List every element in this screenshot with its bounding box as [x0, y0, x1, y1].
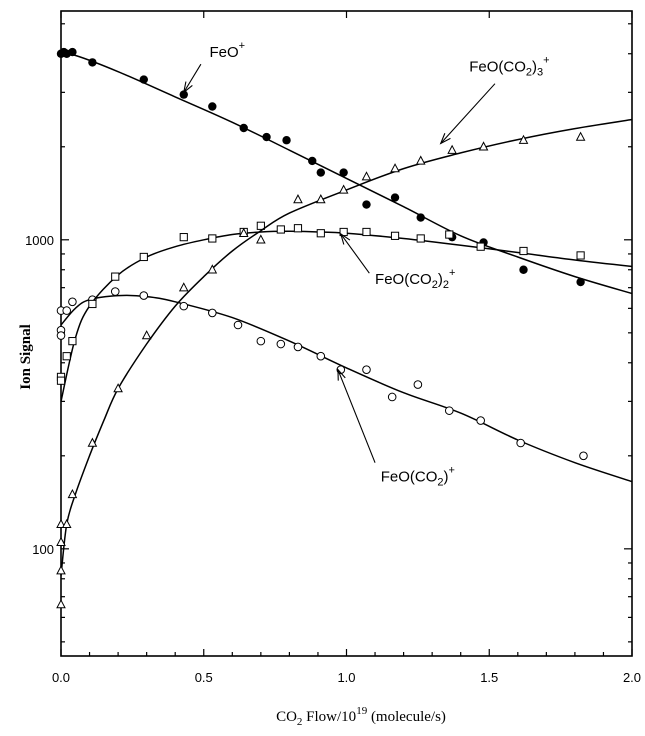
- data-point: [417, 157, 425, 165]
- data-point: [362, 172, 370, 180]
- annotation-arrowhead: [184, 82, 193, 93]
- data-point: [140, 253, 147, 260]
- data-point: [234, 321, 242, 329]
- data-point: [63, 520, 71, 528]
- data-point: [111, 288, 119, 296]
- data-point: [446, 231, 453, 238]
- data-point: [580, 452, 588, 460]
- data-point: [57, 332, 65, 340]
- y-axis-label: Ion Signal: [18, 324, 34, 389]
- data-point: [294, 225, 301, 232]
- data-point: [257, 337, 265, 345]
- data-point: [417, 235, 424, 242]
- annotation-arrow: [441, 84, 495, 144]
- data-point: [180, 283, 188, 291]
- x-tick-label: 1.5: [480, 670, 498, 685]
- data-point: [519, 266, 527, 274]
- data-point: [88, 58, 96, 66]
- data-point: [140, 292, 148, 300]
- annotation-label: FeO(CO2)+: [381, 465, 455, 489]
- annotation-label: FeO+: [209, 40, 245, 61]
- data-point: [209, 235, 216, 242]
- data-point: [57, 600, 65, 608]
- data-point: [277, 340, 285, 348]
- data-point: [577, 252, 584, 259]
- data-point: [180, 234, 187, 241]
- data-point: [391, 164, 399, 172]
- fit-curve-3: [61, 120, 632, 576]
- data-point: [391, 193, 399, 201]
- data-point: [363, 228, 370, 235]
- data-point: [282, 136, 290, 144]
- data-point: [68, 48, 76, 56]
- annotation-label: FeO(CO2)3+: [469, 55, 549, 79]
- data-point: [143, 331, 151, 339]
- data-point: [57, 377, 64, 384]
- data-point: [517, 439, 525, 447]
- data-point: [69, 338, 76, 345]
- data-point: [262, 133, 270, 141]
- data-point: [257, 235, 265, 243]
- data-point: [63, 307, 71, 315]
- data-point: [140, 75, 148, 83]
- y-tick-label: 100: [32, 542, 54, 557]
- data-point: [576, 278, 584, 286]
- data-point: [63, 353, 70, 360]
- data-point: [388, 393, 396, 401]
- x-tick-label: 1.0: [337, 670, 355, 685]
- data-point: [308, 157, 316, 165]
- data-point: [417, 213, 425, 221]
- annotation-arrow: [338, 370, 375, 463]
- data-point: [362, 200, 370, 208]
- data-point: [317, 230, 324, 237]
- data-point: [208, 102, 216, 110]
- data-point: [57, 566, 65, 574]
- data-point: [112, 273, 119, 280]
- data-point: [317, 352, 325, 360]
- data-point: [520, 247, 527, 254]
- data-point: [477, 417, 485, 425]
- data-point: [414, 381, 422, 389]
- annotation-arrow: [184, 64, 201, 92]
- y-tick-label: 1000: [25, 233, 54, 248]
- data-point: [69, 298, 77, 306]
- x-tick-label: 2.0: [623, 670, 641, 685]
- data-point: [317, 168, 325, 176]
- plot-area: 0.0 0.5 1.0 1.5 2.0 100 1000 FeO+ FeO(CO2)3+ FeO(…: [25, 11, 641, 685]
- data-point: [363, 366, 371, 374]
- annotation-arrow: [341, 234, 370, 273]
- data-point: [294, 343, 302, 351]
- data-point: [294, 195, 302, 203]
- data-point: [240, 124, 248, 132]
- data-point: [577, 133, 585, 141]
- data-point: [89, 300, 96, 307]
- x-tick-label: 0.5: [195, 670, 213, 685]
- data-point: [445, 407, 453, 415]
- data-point: [477, 243, 484, 250]
- data-point: [180, 302, 188, 310]
- fit-curve-1: [61, 295, 632, 481]
- data-point: [209, 309, 217, 317]
- data-point: [114, 384, 122, 392]
- x-axis-label: CO2 Flow/1019 (molecule/s): [276, 705, 446, 728]
- data-point: [339, 168, 347, 176]
- data-point: [391, 232, 398, 239]
- annotation-label: FeO(CO2)2+: [375, 267, 455, 291]
- x-tick-label: 0.0: [52, 670, 70, 685]
- data-point: [448, 146, 456, 154]
- data-point: [277, 226, 284, 233]
